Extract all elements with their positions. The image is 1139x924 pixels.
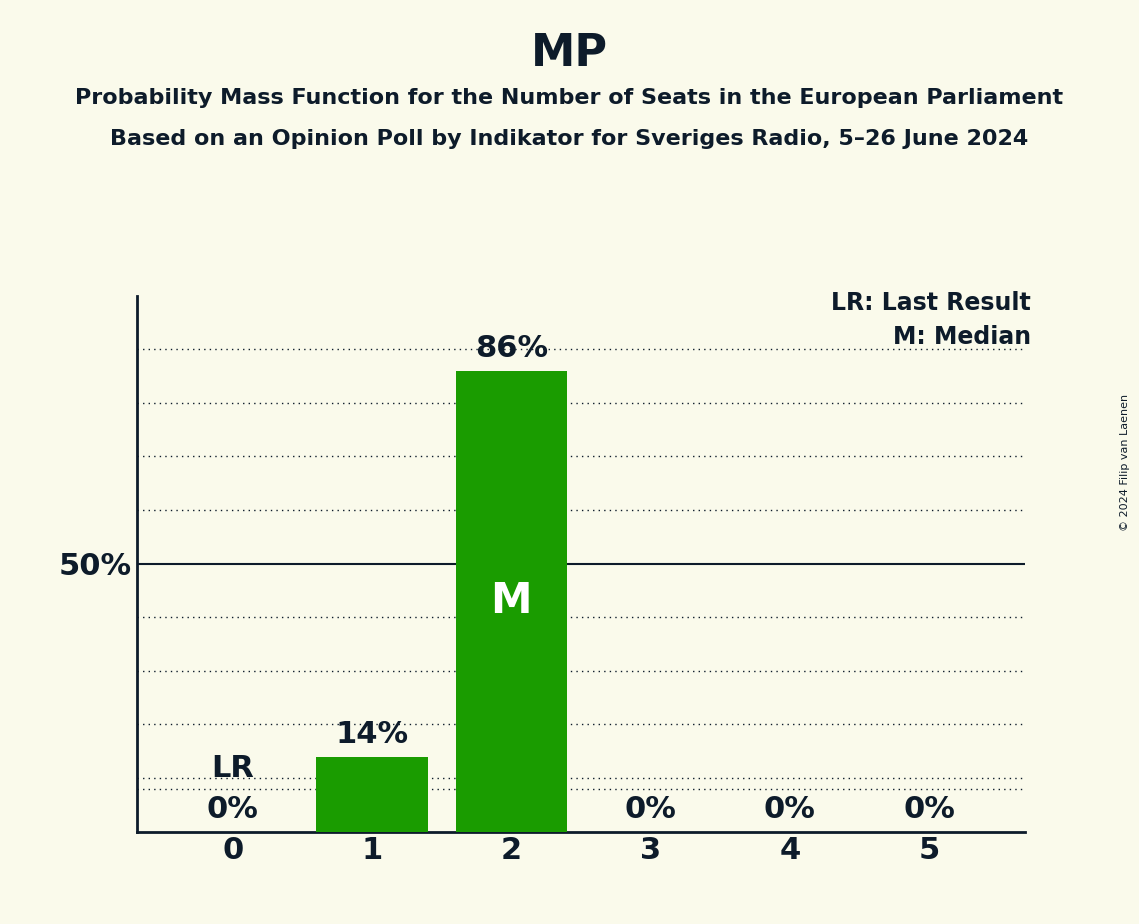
Text: 0%: 0%: [207, 795, 259, 823]
Text: 14%: 14%: [336, 720, 409, 748]
Text: LR: LR: [212, 754, 254, 784]
Text: © 2024 Filip van Laenen: © 2024 Filip van Laenen: [1120, 394, 1130, 530]
Bar: [456, 371, 567, 832]
Text: LR: Last Result: LR: Last Result: [831, 291, 1031, 315]
Text: 86%: 86%: [475, 334, 548, 363]
Text: M: Median: M: Median: [893, 325, 1031, 349]
Text: MP: MP: [531, 32, 608, 76]
Text: M: M: [491, 580, 532, 622]
Text: Probability Mass Function for the Number of Seats in the European Parliament: Probability Mass Function for the Number…: [75, 88, 1064, 108]
Text: 0%: 0%: [624, 795, 677, 823]
Text: Based on an Opinion Poll by Indikator for Sveriges Radio, 5–26 June 2024: Based on an Opinion Poll by Indikator fo…: [110, 129, 1029, 150]
Bar: [317, 757, 428, 832]
Text: 0%: 0%: [903, 795, 954, 823]
Text: 0%: 0%: [764, 795, 816, 823]
